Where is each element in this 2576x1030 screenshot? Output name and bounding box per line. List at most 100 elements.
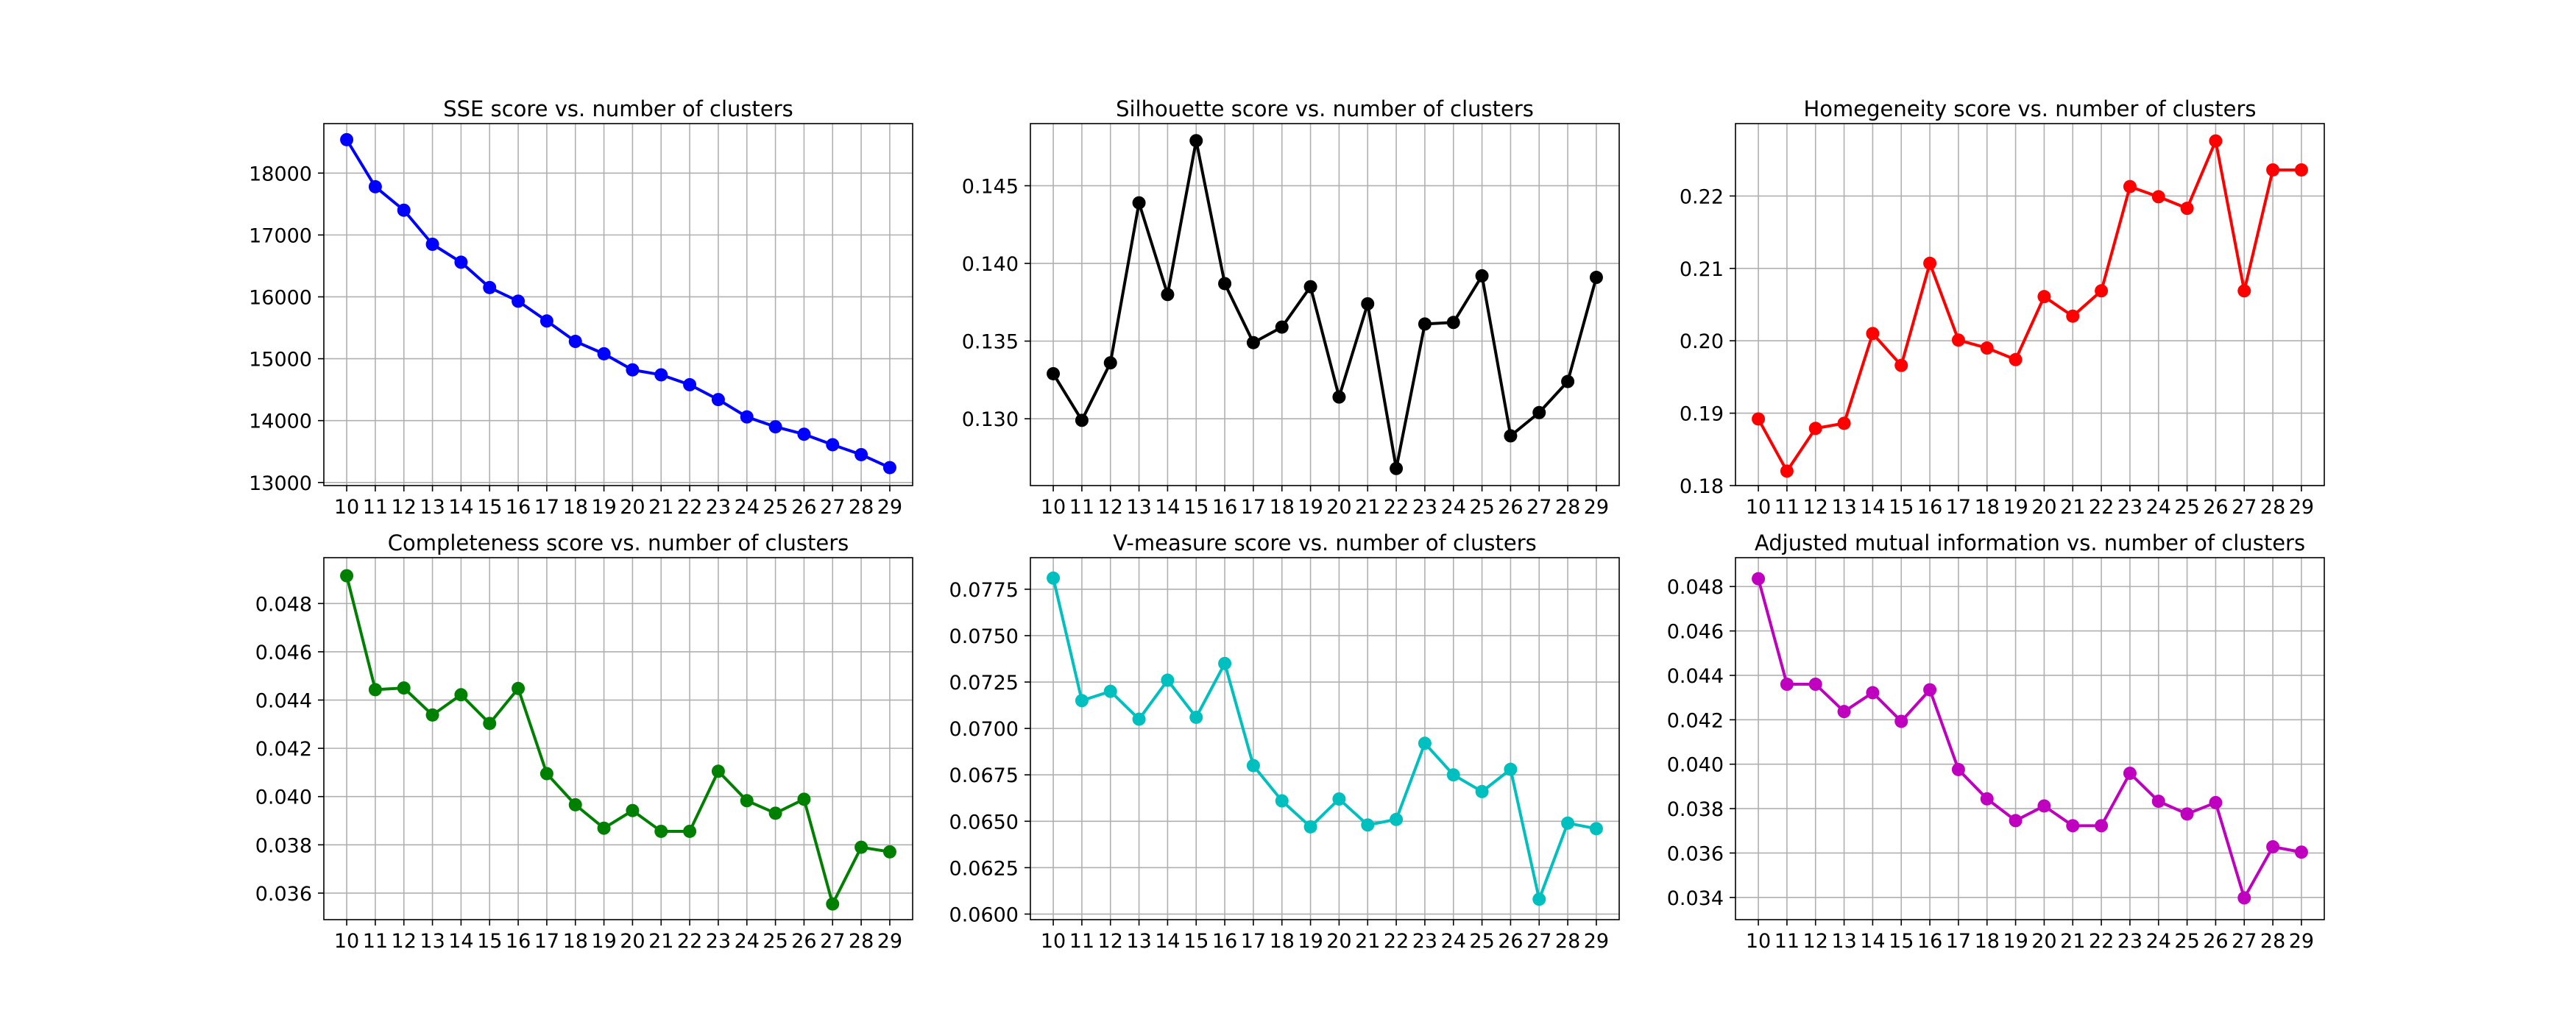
x-tick-label: 28 [2260,496,2285,519]
x-tick-label: 17 [1241,496,1266,519]
v-measure-data-point [1047,571,1061,585]
y-tick-label: 0.18 [1680,475,1724,498]
homogeneity-data-point [2066,309,2080,323]
x-tick-label: 11 [1774,496,1800,519]
y-tick-label: 0.0725 [949,672,1019,695]
y-tick-label: 0.036 [1667,842,1724,865]
x-tick-label: 19 [1298,496,1323,519]
x-tick-label: 14 [1155,496,1180,519]
completeness-data-point [711,764,725,778]
v-measure-data-point [1275,794,1289,808]
x-tick-label: 19 [591,930,616,953]
x-tick-label: 16 [1917,930,1942,953]
v-measure-data-point [1361,818,1375,832]
v-measure-axes-frame [1030,557,1620,920]
ami-data-point [2266,839,2280,853]
silhouette-data-point [1532,405,1546,419]
ami-data-point [1894,714,1908,728]
homogeneity-data-point [2180,202,2194,216]
homogeneity-data-point [2123,180,2137,193]
y-tick-label: 0.042 [1667,709,1724,732]
x-tick-label: 13 [1831,496,1856,519]
silhouette-data-point [1303,280,1317,294]
y-tick-label: 0.0600 [949,903,1019,926]
x-tick-label: 22 [677,496,702,519]
v-measure-data-point [1189,710,1203,724]
v-measure-data-point [1390,812,1404,826]
x-tick-label: 23 [2117,496,2142,519]
y-tick-label: 0.0775 [949,579,1019,602]
x-tick-label: 27 [1526,496,1551,519]
x-tick-label: 27 [820,930,845,953]
completeness-data-point [683,824,697,838]
homogeneity-data-point [2266,163,2280,177]
silhouette-data-point [1218,277,1232,291]
ami-data-point [1866,686,1880,700]
y-tick-label: 0.048 [1667,576,1724,599]
ami-data-point [2237,891,2251,905]
x-tick-label: 29 [877,930,902,953]
x-tick-label: 10 [1746,930,1771,953]
silhouette-grid [1030,124,1619,486]
v-measure-data-point [1246,759,1260,772]
ami-subplot: 10 11 12 13 14 15 16 17 18 19 20 21 22 23 24 25 26 27 28 29… [1667,530,2325,953]
x-tick-label: 28 [1555,930,1580,953]
x-tick-label: 14 [448,496,473,519]
completeness-series-line [345,575,891,906]
completeness-data-point [425,708,439,722]
x-tick-label: 14 [448,930,473,953]
x-tick-label: 28 [849,930,874,953]
v-measure-data-point [1103,684,1117,698]
silhouette-chart-title: Silhouette score vs. number of clusters [1116,96,1534,121]
x-tick-label: 24 [1441,496,1466,519]
x-tick-label: 12 [1803,496,1828,519]
sse-data-point [397,203,411,217]
y-tick-label: 0.0700 [949,718,1019,741]
x-tick-label: 16 [506,930,531,953]
ami-data-point [1923,683,1937,697]
y-tick-label: 0.0675 [949,764,1019,787]
sse-grid [324,124,913,486]
x-tick-label: 24 [1441,930,1466,953]
completeness-data-point [740,794,754,808]
sse-data-point [425,238,439,251]
x-tick-label: 22 [1384,930,1409,953]
x-tick-label: 14 [1155,930,1180,953]
x-tick-label: 21 [2060,496,2085,519]
x-tick-label: 18 [1975,496,2000,519]
completeness-data-point [768,806,782,820]
completeness-data-point [654,824,668,838]
ami-data-point [1837,705,1851,719]
sse-data-point [626,363,640,377]
x-tick-label: 20 [1326,496,1351,519]
x-tick-label: 19 [2003,496,2028,519]
x-tick-label: 15 [477,496,502,519]
x-tick-label: 13 [1126,496,1151,519]
y-tick-label: 0.140 [962,253,1019,276]
sse-data-point [568,335,582,349]
x-tick-label: 13 [1831,930,1856,953]
silhouette-data-point [1132,196,1146,210]
v-measure-grid [1030,558,1619,920]
silhouette-data-point [1361,296,1375,310]
ami-data-point [1780,678,1794,692]
x-tick-label: 18 [563,930,588,953]
x-tick-label: 10 [334,496,359,519]
x-tick-label: 25 [762,496,788,519]
silhouette-data-point [1103,356,1117,370]
ami-data-point [2095,819,2109,833]
v-measure-subplot: 10 11 12 13 14 15 16 17 18 19 20 21 22 23 24 25 26 27 28 29… [949,530,1620,953]
x-tick-label: 10 [1041,930,1066,953]
silhouette-data-point [1189,134,1203,148]
silhouette-data-point [1504,429,1518,443]
x-tick-label: 25 [1469,496,1494,519]
y-tick-label: 0.034 [1667,887,1724,910]
completeness-data-point [483,717,497,731]
x-tick-label: 24 [735,496,760,519]
x-tick-label: 29 [1584,930,1609,953]
v-measure-data-point [1561,816,1575,830]
x-tick-label: 19 [1298,930,1323,953]
v-measure-series-line [1052,578,1597,901]
silhouette-subplot: 10 11 12 13 14 15 16 17 18 19 20 21 22 23 24 25 26 27 28 29… [962,96,1620,519]
